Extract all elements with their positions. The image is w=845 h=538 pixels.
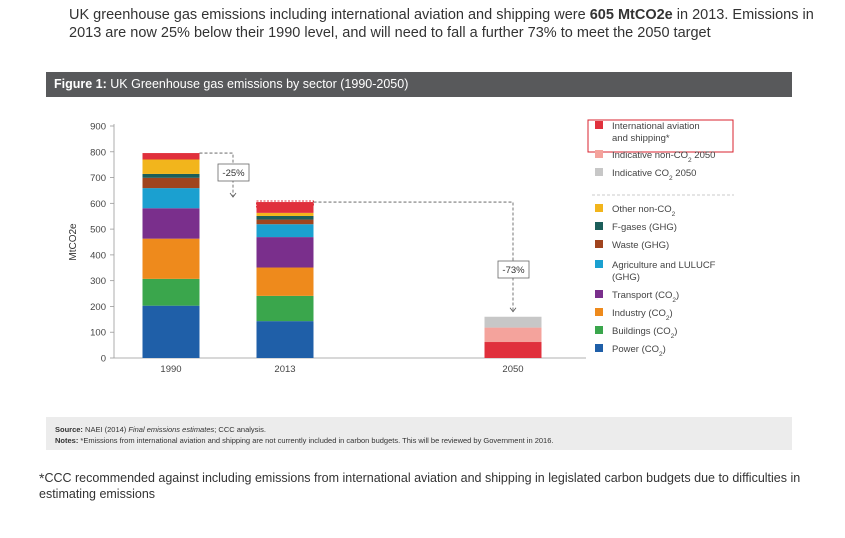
- legend-label-bottom-3: Agriculture and LULUCF (GHG): [612, 260, 716, 283]
- bar-segment-1990-6: [142, 173, 200, 178]
- legend-label-top-1: Indicative non-CO2 2050: [612, 150, 715, 164]
- bar-segment-2050-8: [484, 342, 542, 358]
- bar-segment-2013-0: [256, 321, 314, 358]
- footnote-text: CCC recommended against including emissi…: [39, 471, 801, 501]
- x-tick-label-2013: 2013: [274, 364, 295, 375]
- connector-1990-2013: [199, 152, 234, 197]
- bar-segment-1990-0: [142, 305, 200, 358]
- y-tick-label: 800: [90, 147, 106, 158]
- figure-header: Figure 1: UK Greenhouse gas emissions by…: [46, 72, 792, 97]
- bar-segment-2013-2: [256, 267, 314, 296]
- legend-swatch-bottom-2: [595, 240, 603, 248]
- legend-swatch-bottom-1: [595, 222, 603, 230]
- bar-segment-1990-5: [142, 177, 200, 189]
- legend-label-bottom-0: Other non-CO2: [612, 204, 676, 218]
- legend-label-top-0: International aviation and shipping*: [612, 121, 700, 144]
- source-tail: ; CCC analysis.: [214, 425, 266, 434]
- legend-swatch-top-1: [595, 150, 603, 158]
- x-tick-label-2050: 2050: [502, 364, 523, 375]
- legend-label-top-2: Indicative CO2 2050: [612, 168, 696, 182]
- figure-title: Figure 1: UK Greenhouse gas emissions by…: [54, 77, 408, 91]
- footnote: *CCC recommended against including emiss…: [39, 470, 829, 502]
- legend-label-bottom-4: Transport (CO2): [612, 290, 679, 304]
- bar-segment-1990-8: [142, 153, 200, 160]
- y-tick-label: 600: [90, 199, 106, 210]
- bar-segment-2013-1: [256, 295, 314, 322]
- legend-highlight-box: [587, 119, 734, 153]
- legend-swatch-top-2: [595, 168, 603, 176]
- notes-text: *Emissions from international aviation a…: [78, 436, 554, 445]
- figure-title-text: UK Greenhouse gas emissions by sector (1…: [110, 77, 409, 91]
- figure-panel: Figure 1: UK Greenhouse gas emissions by…: [46, 72, 792, 450]
- bar-segment-1990-3: [142, 208, 200, 239]
- intro-paragraph: UK greenhouse gas emissions including in…: [69, 6, 829, 42]
- notes-line: Notes: *Emissions from international avi…: [55, 436, 553, 445]
- y-tick-label: 300: [90, 276, 106, 287]
- legend-swatch-bottom-5: [595, 308, 603, 316]
- annotation-box-25: [217, 163, 250, 182]
- y-axis-title: MtCO2e: [68, 223, 79, 261]
- figure-footer: [46, 417, 792, 450]
- bar-segment-1990-2: [142, 238, 200, 279]
- y-tick-label: 100: [90, 328, 106, 339]
- bar-segment-1990-7: [142, 159, 200, 174]
- y-tick-label: 400: [90, 250, 106, 261]
- legend-swatch-top-0: [595, 121, 603, 129]
- intro-text-2: in 2013. Emissions in 2013 are now 25% b…: [69, 7, 814, 41]
- y-tick-label: 700: [90, 173, 106, 184]
- bar-segment-2013-4: [256, 224, 314, 238]
- legend-swatch-bottom-3: [595, 260, 603, 268]
- arrow-head-2: [509, 307, 517, 313]
- y-tick-label: 200: [90, 302, 106, 313]
- arrow-head-1: [229, 192, 237, 198]
- y-tick-label: 500: [90, 225, 106, 236]
- source-text: NAEI (2014): [82, 425, 129, 434]
- x-tick-label-1990: 1990: [160, 364, 181, 375]
- figure-label: Figure 1:: [54, 77, 107, 91]
- source-label: Source:: [55, 425, 83, 434]
- legend-swatch-bottom-0: [595, 204, 603, 212]
- legend-swatch-bottom-4: [595, 290, 603, 298]
- y-tick-label: 900: [90, 122, 106, 133]
- bar-segment-2013-3: [256, 237, 314, 268]
- connector-2013-2050: [313, 201, 514, 311]
- legend-swatch-bottom-7: [595, 344, 603, 352]
- source-line: Source: NAEI (2014) Final emissions esti…: [55, 425, 266, 434]
- bar-segment-2013-7: [256, 212, 314, 216]
- bar-segment-2050-9: [484, 327, 542, 343]
- bar-segment-1990-4: [142, 188, 200, 209]
- legend-label-bottom-7: Power (CO2): [612, 344, 666, 358]
- legend-label-bottom-2: Waste (GHG): [612, 240, 669, 251]
- notes-label: Notes:: [55, 436, 79, 445]
- legend-label-bottom-1: F-gases (GHG): [612, 222, 677, 233]
- bar-segment-1990-1: [142, 278, 200, 306]
- intro-text-1: UK greenhouse gas emissions including in…: [69, 7, 590, 23]
- bar-segment-2013-6: [256, 215, 314, 220]
- highlight-2013-aviation: [256, 200, 314, 208]
- annotation-text-25: -25%: [222, 168, 245, 179]
- emissions-chart: MtCO2e 0 100 200 300 400 500 600 700 800 900 1990 20…: [68, 119, 734, 375]
- intro-bold-value: 605 MtCO2e: [589, 7, 673, 23]
- legend-label-bottom-5: Industry (CO2): [612, 308, 673, 322]
- legend-swatch-bottom-6: [595, 326, 603, 334]
- y-tick-label: 0: [101, 354, 106, 365]
- annotation-box-73: [497, 260, 530, 279]
- annotation-text-73: -73%: [502, 265, 525, 276]
- source-italic: Final emissions estimates: [128, 425, 215, 434]
- bar-segment-2013-5: [256, 219, 314, 225]
- legend-label-bottom-6: Buildings (CO2): [612, 326, 677, 340]
- footnote-star: *: [39, 470, 45, 486]
- bar-segment-2050-10: [484, 316, 542, 328]
